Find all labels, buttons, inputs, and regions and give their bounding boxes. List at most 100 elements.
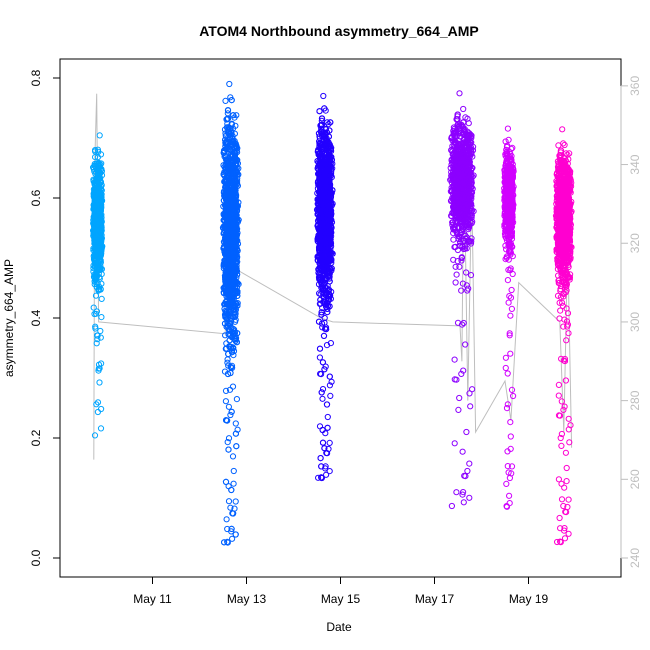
data-point <box>225 435 233 442</box>
data-point <box>230 252 237 259</box>
data-point <box>460 499 467 506</box>
data-point <box>226 343 233 350</box>
data-point <box>224 359 231 366</box>
data-point <box>317 170 324 177</box>
data-point <box>316 345 324 352</box>
data-point <box>224 417 231 424</box>
data-point <box>225 498 233 505</box>
data-point <box>229 156 236 163</box>
data-point <box>98 405 105 413</box>
data-point <box>452 279 459 286</box>
data-point <box>97 161 104 168</box>
data-point <box>230 237 237 245</box>
data-point <box>234 302 241 309</box>
data-point <box>318 309 325 316</box>
data-point <box>224 370 232 378</box>
data-point <box>226 337 233 344</box>
data-point <box>318 474 325 482</box>
data-point <box>225 350 232 358</box>
data-point <box>226 163 233 170</box>
data-point <box>219 224 227 231</box>
data-point <box>459 448 466 455</box>
data-point <box>451 440 458 447</box>
data-point <box>92 205 99 212</box>
data-point <box>94 336 101 343</box>
data-point <box>321 366 328 373</box>
data-point <box>226 303 234 310</box>
data-point <box>315 474 322 481</box>
data-point <box>323 326 330 333</box>
data-point <box>324 413 331 421</box>
data-point <box>227 411 234 419</box>
data-point <box>328 172 335 179</box>
data-point <box>93 251 100 258</box>
data-point <box>222 130 229 137</box>
data-point <box>320 92 327 100</box>
data-point <box>227 307 234 314</box>
data-point <box>324 424 331 431</box>
data-point <box>98 360 105 367</box>
data-point <box>95 238 102 245</box>
data-point <box>226 218 233 225</box>
data-point <box>97 327 104 335</box>
data-point <box>323 261 330 268</box>
data-point <box>229 383 237 390</box>
data-point <box>232 197 239 204</box>
data-point <box>451 356 458 363</box>
data-point <box>232 190 239 197</box>
data-point <box>508 305 515 312</box>
data-point <box>230 314 237 321</box>
data-point <box>232 224 239 231</box>
data-point <box>228 486 235 494</box>
data-point <box>319 216 326 223</box>
data-point <box>328 156 335 163</box>
data-point <box>502 354 509 361</box>
data-point <box>316 238 323 245</box>
data-point <box>317 128 324 135</box>
data-point <box>317 230 324 237</box>
data-point <box>228 349 236 356</box>
data-point <box>230 138 237 146</box>
series-5 <box>501 125 517 510</box>
data-point <box>222 398 229 405</box>
data-point <box>224 115 231 123</box>
data-point <box>323 151 330 158</box>
data-point <box>223 516 230 523</box>
data-point <box>94 235 102 242</box>
data-point <box>508 286 515 294</box>
data-point <box>322 463 329 470</box>
data-point <box>91 281 98 288</box>
data-point <box>448 502 455 510</box>
data-point <box>452 263 459 270</box>
data-point <box>317 191 324 198</box>
data-point <box>95 173 102 180</box>
data-point <box>223 259 230 266</box>
secondary-line <box>93 93 573 460</box>
data-point <box>328 378 335 385</box>
data-point <box>96 379 103 386</box>
data-point <box>224 107 232 114</box>
data-point <box>464 467 471 475</box>
data-point <box>93 270 100 277</box>
data-point <box>321 235 328 242</box>
data-point <box>322 140 329 147</box>
series-1 <box>90 132 106 439</box>
data-point <box>324 450 331 457</box>
data-point <box>232 430 239 437</box>
data-point <box>318 143 326 151</box>
data-point <box>221 192 228 200</box>
data-point <box>233 157 241 164</box>
data-point <box>326 197 333 204</box>
data-point <box>222 143 229 150</box>
data-point <box>229 535 236 542</box>
data-point <box>93 193 100 200</box>
data-point <box>222 257 229 265</box>
data-point <box>221 211 228 218</box>
data-point <box>232 420 239 427</box>
data-point <box>315 130 323 137</box>
data-point <box>321 186 328 193</box>
data-point <box>326 373 333 380</box>
data-point <box>224 439 231 446</box>
data-point <box>222 203 230 210</box>
data-point <box>230 510 237 517</box>
